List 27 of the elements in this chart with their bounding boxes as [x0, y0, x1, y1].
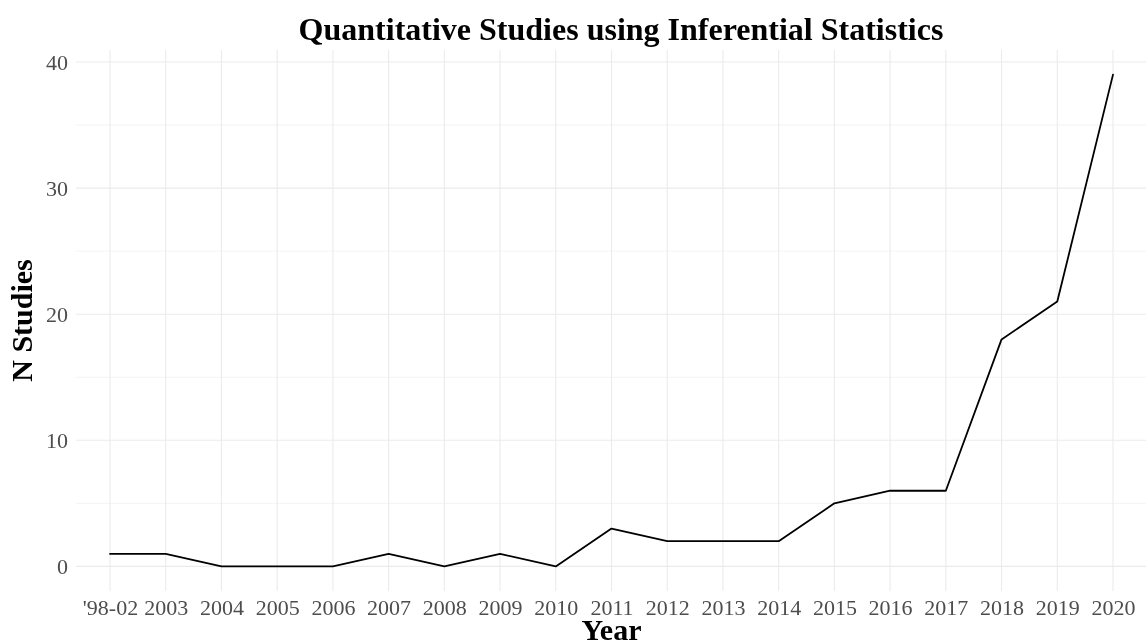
y-axis-title: N Studies	[5, 259, 38, 382]
x-tick-label: 2017	[924, 594, 969, 620]
y-tick-label: 20	[46, 301, 68, 327]
line-series	[109, 73, 1114, 568]
x-tick-label: '98-02	[82, 594, 139, 620]
x-tick-label: 2008	[422, 594, 467, 620]
x-tick-label: 2011	[590, 594, 634, 620]
y-tick-label: 0	[57, 553, 68, 579]
x-tick-label: 2005	[255, 594, 300, 620]
x-tick-label: 2009	[478, 594, 523, 620]
x-tick-label: 2010	[534, 594, 579, 620]
x-tick-label: 2004	[199, 594, 244, 620]
x-tick-label: 2014	[757, 594, 802, 620]
x-tick-label: 2019	[1035, 594, 1080, 620]
x-tick-label: 2007	[367, 594, 412, 620]
x-tick-label: 2015	[812, 594, 857, 620]
y-tick-label: 10	[46, 427, 68, 453]
y-tick-label: 40	[46, 49, 68, 75]
x-tick-label: 2016	[868, 594, 913, 620]
x-tick-label: 2006	[311, 594, 356, 620]
chart-title: Quantitative Studies using Inferential Statistics	[298, 11, 944, 47]
x-tick-label: 2012	[645, 594, 690, 620]
x-tick-label: 2018	[980, 594, 1025, 620]
y-tick-label: 30	[46, 175, 68, 201]
x-tick-label: 2013	[701, 594, 746, 620]
x-tick-label: 2020	[1091, 594, 1136, 620]
x-tick-label: 2003	[144, 594, 189, 620]
